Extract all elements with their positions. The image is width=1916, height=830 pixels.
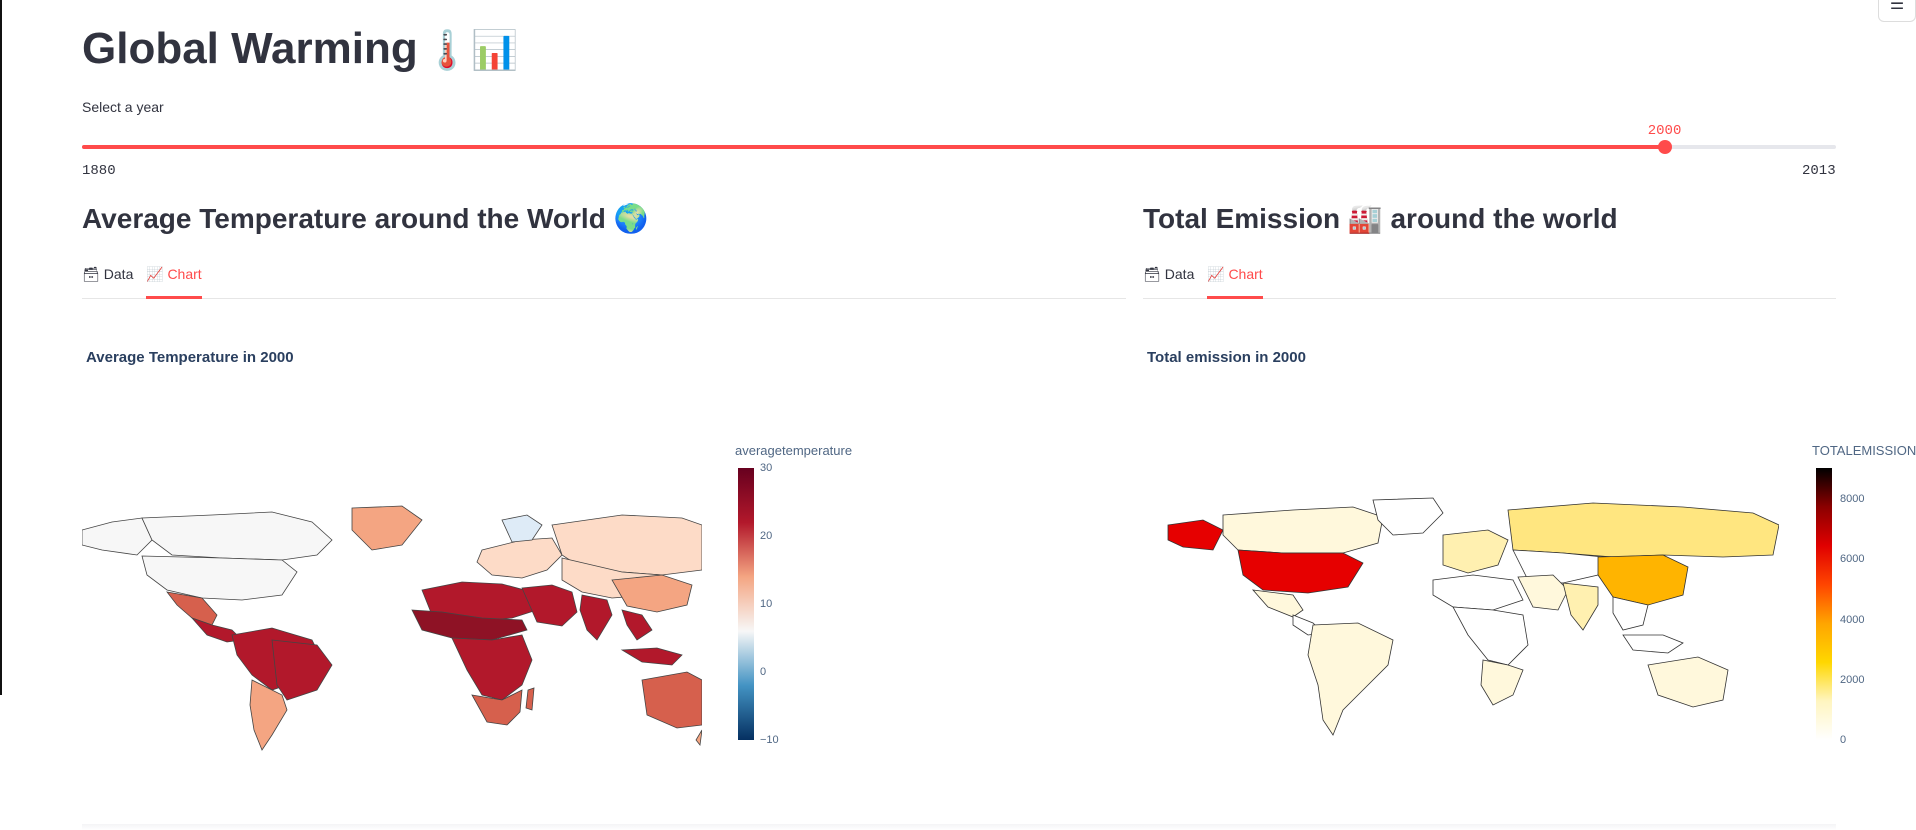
map-region-mexico (1252, 589, 1304, 618)
emission-tabs: 🗃 Data 📈 Chart (1143, 262, 1836, 299)
map-region-southeast-asia (621, 609, 653, 641)
emission-colorbar-tick: 6000 (1840, 553, 1865, 565)
tab-label: Data (103, 266, 134, 282)
temperature-colorbar-tick: 0 (760, 666, 767, 678)
emission-chart-title: Total emission in 2000 (1147, 349, 1306, 366)
map-region-middle-east (1517, 574, 1569, 611)
year-slider-label: Select a year (82, 99, 164, 115)
map-region-greenland (351, 505, 423, 551)
map-region-europe (476, 537, 563, 579)
map-region-alaska (82, 517, 153, 556)
year-slider-fill (82, 145, 1665, 149)
chart-increasing-icon: 📈 (146, 266, 164, 282)
map-region-north-africa (1432, 574, 1524, 611)
map-region-madagascar (525, 687, 535, 711)
map-region-southeast-asia (1612, 596, 1649, 631)
temperature-colorbar (738, 468, 754, 740)
page-title-text: Global Warming (82, 24, 418, 73)
tab-label: Data (1164, 266, 1195, 282)
map-region-china (1597, 554, 1689, 606)
map-region-australia (641, 671, 702, 729)
tab-emission-data[interactable]: 🗃 Data (1143, 266, 1194, 296)
map-region-australia (1647, 656, 1729, 708)
year-slider-track[interactable] (82, 140, 1836, 154)
tab-label: Chart (167, 266, 202, 282)
map-region-china (611, 574, 693, 613)
temperature-colorbar-title: averagetemperature (735, 443, 853, 458)
page-title: Global Warming 🌡️📊 (82, 24, 518, 74)
map-region-indonesia (1622, 634, 1684, 654)
temperature-colorbar-tick: −10 (760, 734, 779, 746)
emission-colorbar-tick: 4000 (1840, 614, 1865, 626)
map-region-scandinavia (501, 514, 543, 543)
tab-temperature-chart[interactable]: 📈 Chart (146, 266, 202, 299)
year-slider-max: 2013 (1802, 163, 1836, 179)
chart-increasing-icon: 📈 (1207, 266, 1225, 282)
temperature-chart-title: Average Temperature in 2000 (86, 349, 294, 366)
map-region-usa (141, 555, 298, 601)
map-region-alaska (1167, 519, 1224, 551)
emission-colorbar (1816, 468, 1832, 740)
year-slider-value: 2000 (1647, 123, 1682, 139)
map-region-central-africa (451, 634, 533, 701)
map-region-brazil (271, 639, 333, 701)
emission-colorbar-tick: 0 (1840, 734, 1847, 746)
card-file-box-icon: 🗃 (1143, 266, 1161, 282)
map-region-europe (1442, 529, 1509, 574)
year-slider-thumb[interactable] (1657, 140, 1672, 154)
map-region-canada (1222, 506, 1384, 554)
map-region-russia (1507, 502, 1779, 558)
temperature-section-heading: Average Temperature around the World 🌍 (82, 203, 649, 234)
map-region-canada (141, 511, 333, 561)
map-region-india (579, 594, 613, 641)
temperature-tabs: 🗃 Data 📈 Chart (82, 262, 1126, 299)
map-region-india (1562, 582, 1599, 631)
map-region-indonesia (620, 647, 683, 666)
emission-colorbar-title: TOTALEMISSIONS (1812, 443, 1916, 458)
emission-world-map[interactable] (1143, 495, 1779, 750)
map-region-central-africa (1452, 606, 1529, 666)
temperature-colorbar-tick: 20 (760, 530, 773, 542)
emission-section-heading: Total Emission 🏭 around the world (1143, 203, 1618, 234)
footer-divider (82, 824, 1836, 830)
tab-temperature-data[interactable]: 🗃 Data (82, 266, 133, 296)
tab-label: Chart (1228, 266, 1263, 282)
emission-colorbar-tick: 2000 (1840, 674, 1865, 686)
map-region-new-zealand (695, 729, 702, 746)
map-region-southern-africa (1480, 659, 1524, 706)
window-edge (0, 0, 2, 695)
tab-emission-chart[interactable]: 📈 Chart (1207, 266, 1263, 299)
map-region-sahel (411, 609, 528, 641)
map-region-middle-east (521, 584, 578, 627)
map-region-southern-africa (471, 689, 523, 726)
map-region-greenland (1372, 497, 1444, 536)
temperature-colorbar-tick: 30 (760, 462, 773, 474)
thermometer-chart-emoji-icon: 🌡️📊 (423, 30, 519, 72)
card-file-box-icon: 🗃 (82, 266, 100, 282)
hamburger-menu-icon[interactable]: ☰ (1878, 0, 1916, 22)
year-slider-min: 1880 (82, 163, 116, 179)
temperature-colorbar-tick: 10 (760, 598, 773, 610)
map-region-usa (1237, 549, 1364, 594)
map-region-south-america (1307, 622, 1394, 736)
map-region-south-america-south (249, 679, 288, 751)
temperature-world-map[interactable] (82, 500, 702, 765)
emission-colorbar-tick: 8000 (1840, 493, 1865, 505)
